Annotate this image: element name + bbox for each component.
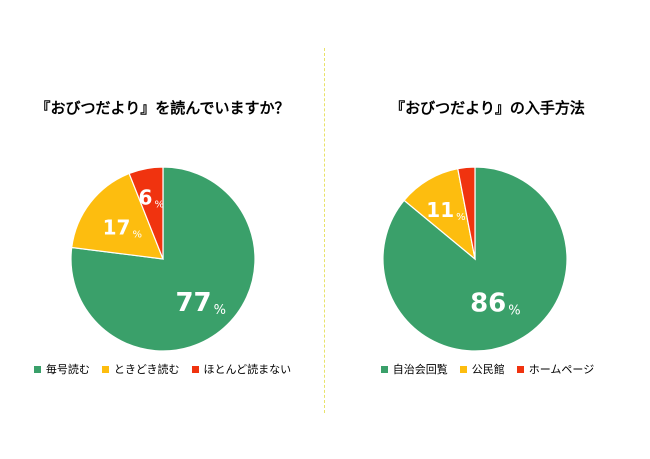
legend-swatch bbox=[459, 365, 467, 373]
chart-title: 『おびつだより』の入手方法 bbox=[390, 99, 585, 117]
legend-swatch bbox=[33, 365, 41, 373]
legend-swatch bbox=[380, 365, 388, 373]
acquisition-chart-panel: 『おびつだより』の入手方法 86% 11% 自治会回覧 公民館 ホームページ bbox=[325, 0, 650, 459]
legend-item: ほとんど読まない bbox=[191, 361, 292, 377]
pie-slice bbox=[128, 166, 164, 260]
legend-swatch bbox=[516, 365, 524, 373]
chart-title: 『おびつだより』を読んでいますか？ bbox=[35, 99, 290, 117]
legend-item: 自治会回覧 bbox=[380, 361, 448, 377]
pie-slice bbox=[71, 172, 164, 260]
pie-slice bbox=[382, 166, 568, 352]
legend-item: 公民館 bbox=[459, 361, 505, 377]
legend-swatch bbox=[101, 365, 109, 373]
legend-item: 毎号読む bbox=[33, 361, 90, 377]
legend-label: 毎号読む bbox=[45, 363, 90, 376]
pie-chart: 77 %17 %6% bbox=[70, 166, 256, 352]
legend-label: ときどき読む bbox=[113, 363, 180, 376]
legend-swatch bbox=[191, 365, 199, 373]
legend-label: ホームページ bbox=[528, 363, 595, 376]
legend-item: ホームページ bbox=[516, 361, 595, 377]
reading-chart-panel: 『おびつだより』を読んでいますか？ 77% 17% 6% 毎号読む ときどき読む ほ… bbox=[0, 99, 325, 377]
pie-chart: 86 %11% bbox=[382, 166, 568, 352]
legend-item: ときどき読む bbox=[101, 361, 180, 377]
legend-label: 公民館 bbox=[471, 363, 505, 376]
slice-value-label: 86% bbox=[470, 288, 521, 318]
legend-label: 自治会回覧 bbox=[392, 363, 448, 376]
chart-legend: 毎号読む ときどき読む ほとんど読まない bbox=[0, 361, 325, 377]
panel-divider bbox=[324, 48, 325, 413]
legend-label: ほとんど読まない bbox=[203, 363, 292, 376]
chart-legend: 自治会回覧 公民館 ホームページ bbox=[325, 361, 650, 377]
pie-slice bbox=[457, 166, 476, 260]
